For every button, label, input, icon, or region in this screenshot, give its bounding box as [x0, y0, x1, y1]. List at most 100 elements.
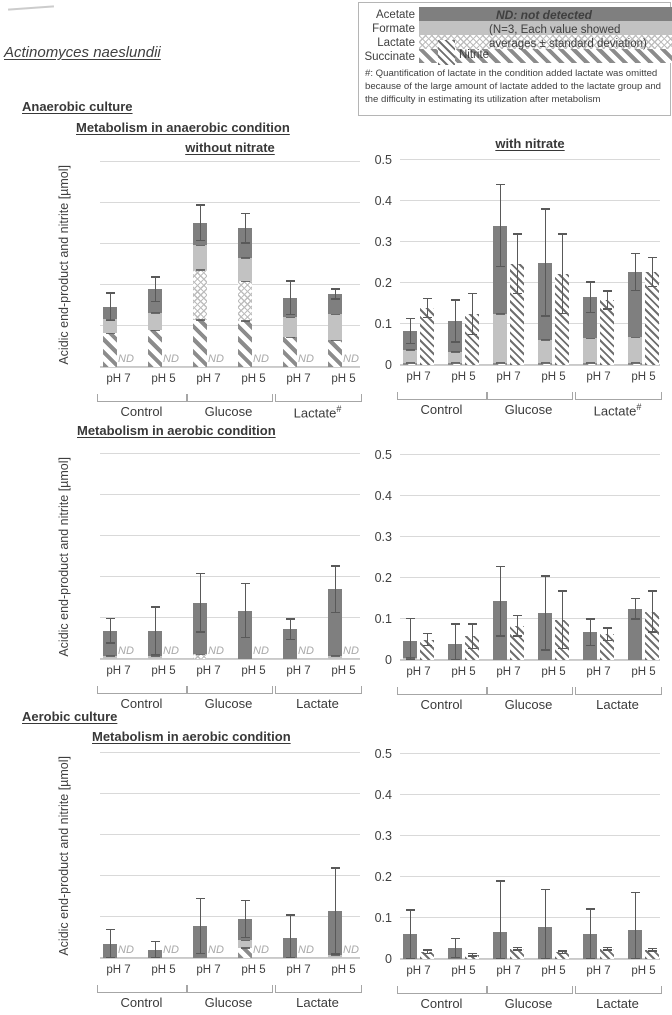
- segment-error-cap: [330, 954, 340, 956]
- error-bar-cap: [541, 575, 550, 577]
- error-bar-line: [562, 233, 563, 314]
- error-bar-cap: [196, 239, 205, 242]
- y-axis-title-wrap: Acidic end-product and nitrite [µmol]: [54, 454, 74, 659]
- nitrite-bar: [645, 611, 659, 660]
- bar-segment-nitrite: [645, 271, 659, 365]
- y-axis-title: Acidic end-product and nitrite [µmol]: [57, 164, 71, 365]
- error-bar-cap: [151, 653, 160, 656]
- y-tick-label: 0.5: [374, 448, 392, 462]
- bar-pair: [403, 160, 434, 365]
- error-bar-line: [545, 889, 546, 959]
- group-label: Glucose: [504, 697, 553, 712]
- error-bar-cap: [603, 308, 612, 310]
- y-tick-label: 0: [385, 358, 392, 372]
- error-bar-line: [245, 583, 246, 638]
- nd-label: ND: [118, 645, 134, 657]
- error-bar-line: [517, 615, 518, 637]
- bar-pair: ND: [238, 454, 269, 659]
- gridline: [400, 753, 660, 754]
- legend-label-nitrite: Nitrite: [459, 49, 490, 61]
- error-bar-line: [110, 618, 111, 644]
- error-bar-line: [517, 947, 518, 950]
- bar-segment-formate: [238, 257, 252, 282]
- gridline: [400, 364, 660, 365]
- y-axis-title: Acidic end-product and nitrite [µmol]: [57, 755, 71, 956]
- ph-label: pH 7: [586, 666, 611, 678]
- group-label-sup: #: [336, 404, 342, 414]
- plot-area: 0 0.1 0.2 0.3 0.4 0.5: [375, 153, 660, 372]
- ph-label: pH 5: [331, 964, 356, 976]
- error-bar-line: [290, 914, 291, 958]
- nd-label: ND: [208, 645, 224, 657]
- ph-label: pH 5: [151, 964, 176, 976]
- error-bar-cap: [451, 299, 460, 301]
- bar-segment-acetate: [493, 225, 507, 314]
- ph-label: pH 5: [631, 371, 656, 383]
- segment-error-cap: [330, 313, 340, 316]
- ph-label: pH 5: [151, 665, 176, 677]
- group-bracket: [397, 687, 488, 695]
- legend-swatch-lactate: [419, 35, 672, 49]
- error-bar-line: [200, 205, 201, 241]
- error-bar-line: [410, 318, 411, 344]
- gridline: [100, 834, 360, 835]
- bar-pair: [583, 160, 614, 365]
- error-bar-line: [635, 253, 636, 291]
- gridline: [400, 794, 660, 795]
- nd-label: ND: [163, 353, 179, 365]
- segment-error-cap: [540, 339, 550, 341]
- error-bar-cap: [631, 252, 640, 255]
- gridline: [400, 323, 660, 324]
- gridline: [400, 577, 660, 578]
- bar-segment-acetate: [628, 271, 642, 338]
- ph-label: pH 7: [496, 371, 521, 383]
- bar-pair: [448, 455, 479, 661]
- bar-pair: ND: [193, 454, 224, 659]
- error-bar-line: [455, 300, 456, 343]
- nd-label: ND: [298, 645, 314, 657]
- stacked-bar: [103, 306, 117, 367]
- error-bar-cap: [513, 635, 522, 637]
- gridline: [400, 958, 660, 959]
- error-bar-line: [562, 591, 563, 649]
- gridline: [100, 325, 360, 326]
- ph-label: pH 5: [241, 665, 266, 677]
- bar-segment-nitrite: [645, 611, 659, 660]
- bar-pair: [538, 160, 569, 365]
- ph-label: pH 7: [106, 964, 131, 976]
- group-label: Lactate: [296, 696, 339, 711]
- error-bar-cap: [286, 618, 295, 620]
- plot-area: Acidic end-product and nitrite [µmol] ND N…: [57, 161, 360, 367]
- ph-label: pH 7: [406, 965, 431, 977]
- group-label: Glucose: [204, 995, 253, 1010]
- error-bar-cap: [423, 632, 432, 635]
- error-bar-cap: [586, 644, 595, 646]
- group-bracket: [275, 394, 362, 402]
- segment-error-cap: [195, 319, 205, 321]
- nitrite-bar: [645, 271, 659, 365]
- legend-swatch-acetate: [419, 7, 672, 21]
- ph-label: pH 5: [541, 666, 566, 678]
- nitrite-bar: [510, 625, 524, 660]
- ph-label: pH 7: [286, 964, 311, 976]
- error-bar-line: [607, 947, 608, 950]
- error-bar-cap: [451, 937, 460, 940]
- segment-error-cap: [240, 280, 250, 283]
- error-bar-line: [500, 566, 501, 637]
- error-bar-line: [427, 633, 428, 646]
- segment-error-cap: [240, 939, 250, 942]
- error-bar-cap: [196, 204, 205, 206]
- segment-error-cap: [405, 349, 415, 351]
- error-bar-cap: [331, 298, 340, 300]
- bar-pair: ND: [283, 454, 314, 659]
- error-bar-cap: [468, 955, 477, 957]
- bar-pair: ND: [103, 162, 134, 367]
- segment-error-cap: [495, 313, 505, 315]
- y-tick-label: 0.2: [374, 276, 392, 290]
- ph-label: pH 5: [631, 666, 656, 678]
- error-bar-cap: [648, 590, 657, 592]
- group-bracket: [186, 985, 273, 993]
- ph-label: pH 5: [241, 964, 266, 976]
- stacked-bar: [628, 271, 642, 365]
- segment-error-cap: [195, 653, 205, 656]
